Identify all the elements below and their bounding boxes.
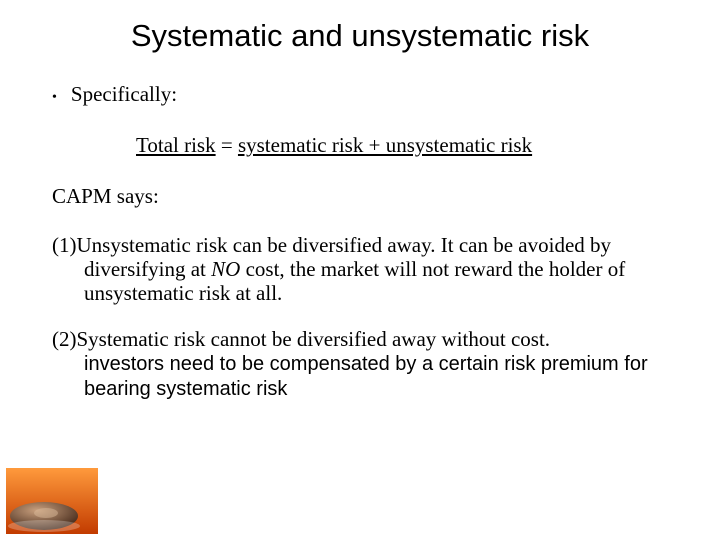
point-2-line1: (2)Systematic risk cannot be diversified…	[52, 327, 670, 351]
point-1: (1)Unsystematic risk can be diversified …	[50, 233, 670, 305]
equation: Total risk = systematic risk + unsystema…	[50, 133, 670, 158]
slide-title: Systematic and unsystematic risk	[50, 18, 670, 54]
point-1-no: NO	[211, 257, 240, 281]
bullet-marker: •	[52, 91, 57, 105]
slide: Systematic and unsystematic risk • Speci…	[0, 0, 720, 540]
equation-eq: =	[216, 133, 238, 157]
bullet-text: Specifically:	[71, 82, 177, 107]
stone-decoration-icon	[6, 468, 98, 534]
bullet-specifically: • Specifically:	[50, 82, 670, 107]
point-1-line2-post: cost, the market will not reward the hol…	[240, 257, 625, 281]
equation-lhs: Total risk	[136, 133, 216, 157]
capm-says: CAPM says:	[50, 184, 670, 209]
point-1-line1: (1)Unsystematic risk can be diversified …	[52, 233, 670, 257]
point-1-line3: unsystematic risk at all.	[52, 281, 670, 305]
point-2: (2)Systematic risk cannot be diversified…	[50, 327, 670, 401]
point-2-line2: investors need to be compensated by a ce…	[52, 352, 670, 402]
point-1-line2: diversifying at NO cost, the market will…	[52, 257, 670, 281]
point-1-line2-pre: diversifying at	[84, 257, 211, 281]
equation-rhs: systematic risk + unsystematic risk	[238, 133, 532, 157]
